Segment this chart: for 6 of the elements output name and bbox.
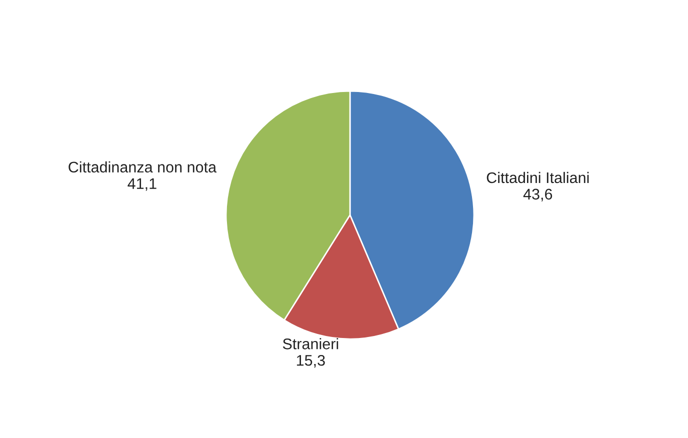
data-label: 15,3 [296, 354, 325, 368]
slice-label: Stranieri [282, 338, 338, 350]
data-label: 41,1 [128, 178, 156, 191]
data-label: 43,6 [523, 188, 552, 202]
slice-label: Cittadinanza non nota [68, 161, 217, 173]
slice-label: Cittadini Italiani [486, 172, 589, 184]
